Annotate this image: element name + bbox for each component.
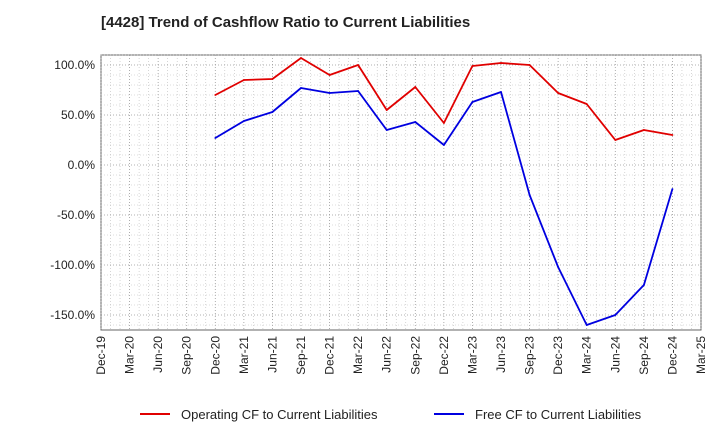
x-tick-label: Mar-25 bbox=[694, 336, 708, 374]
data-point bbox=[357, 64, 360, 66]
data-point bbox=[471, 101, 474, 103]
data-point bbox=[528, 64, 531, 66]
data-point bbox=[300, 57, 302, 59]
x-tick-label: Mar-23 bbox=[465, 336, 479, 374]
data-point bbox=[214, 94, 217, 96]
x-tick-label: Sep-20 bbox=[180, 336, 194, 375]
y-tick-label: -50.0% bbox=[57, 208, 95, 222]
grid-x bbox=[100, 55, 702, 330]
x-tick-label: Mar-21 bbox=[237, 336, 251, 374]
data-point bbox=[214, 137, 217, 139]
data-point bbox=[242, 120, 245, 122]
x-tick-label: Jun-23 bbox=[494, 336, 508, 373]
data-point bbox=[357, 90, 360, 92]
legend-label: Free CF to Current Liabilities bbox=[475, 407, 642, 422]
data-point bbox=[471, 65, 474, 67]
series-lines bbox=[214, 57, 674, 326]
data-point bbox=[585, 324, 588, 326]
data-point bbox=[671, 188, 674, 190]
data-point bbox=[271, 111, 274, 113]
x-tick-label: Mar-24 bbox=[580, 336, 594, 374]
x-tick-label: Dec-20 bbox=[208, 336, 222, 375]
data-point bbox=[585, 103, 588, 105]
data-point bbox=[414, 121, 417, 123]
data-point bbox=[385, 109, 388, 111]
x-tick-label: Sep-21 bbox=[294, 336, 308, 375]
data-point bbox=[642, 129, 645, 131]
data-point bbox=[442, 144, 445, 146]
data-point bbox=[528, 194, 531, 196]
x-tick-label: Mar-22 bbox=[351, 336, 365, 374]
x-tick-label: Jun-22 bbox=[380, 336, 394, 373]
data-point bbox=[557, 92, 560, 94]
data-point bbox=[328, 92, 331, 94]
data-point bbox=[557, 266, 560, 268]
legend-label: Operating CF to Current Liabilities bbox=[181, 407, 378, 422]
y-axis-labels: 100.0% 50.0% 0.0% -50.0% -100.0% -150.0% bbox=[50, 58, 95, 322]
data-point bbox=[642, 284, 645, 286]
x-tick-label: Dec-24 bbox=[665, 336, 679, 375]
y-tick-label: 100.0% bbox=[54, 58, 95, 72]
y-tick-label: 0.0% bbox=[68, 158, 96, 172]
x-tick-label: Mar-20 bbox=[123, 336, 137, 374]
x-tick-label: Jun-20 bbox=[151, 336, 165, 373]
data-point bbox=[500, 62, 502, 64]
data-point bbox=[300, 87, 302, 89]
data-point bbox=[614, 139, 617, 141]
x-tick-label: Dec-23 bbox=[551, 336, 565, 375]
data-point bbox=[242, 79, 245, 81]
x-tick-label: Sep-23 bbox=[523, 336, 537, 375]
x-tick-label: Dec-22 bbox=[437, 336, 451, 375]
data-point bbox=[671, 134, 674, 136]
x-axis-labels: Dec-19 Mar-20 Jun-20 Sep-20 Dec-20 Mar-21 Jun-… bbox=[94, 336, 708, 375]
data-point bbox=[500, 91, 502, 93]
x-tick-label: Sep-24 bbox=[637, 336, 651, 375]
legend: Operating CF to Current Liabilities Free … bbox=[140, 407, 642, 422]
data-point bbox=[442, 122, 445, 124]
plot-area bbox=[100, 54, 702, 331]
x-tick-label: Dec-19 bbox=[94, 336, 108, 375]
x-tick-label: Dec-21 bbox=[323, 336, 337, 375]
y-tick-label: 50.0% bbox=[61, 108, 95, 122]
data-point bbox=[328, 74, 331, 76]
data-point bbox=[614, 314, 617, 316]
data-point bbox=[271, 78, 274, 80]
data-point bbox=[414, 86, 417, 88]
data-point bbox=[385, 129, 388, 131]
grid-y bbox=[101, 54, 701, 326]
x-tick-label: Jun-21 bbox=[265, 336, 279, 373]
chart-title: [4428] Trend of Cashflow Ratio to Curren… bbox=[101, 14, 471, 31]
x-tick-label: Jun-24 bbox=[608, 336, 622, 373]
x-tick-label: Sep-22 bbox=[408, 336, 422, 375]
y-tick-label: -150.0% bbox=[50, 308, 95, 322]
y-tick-label: -100.0% bbox=[50, 258, 95, 272]
